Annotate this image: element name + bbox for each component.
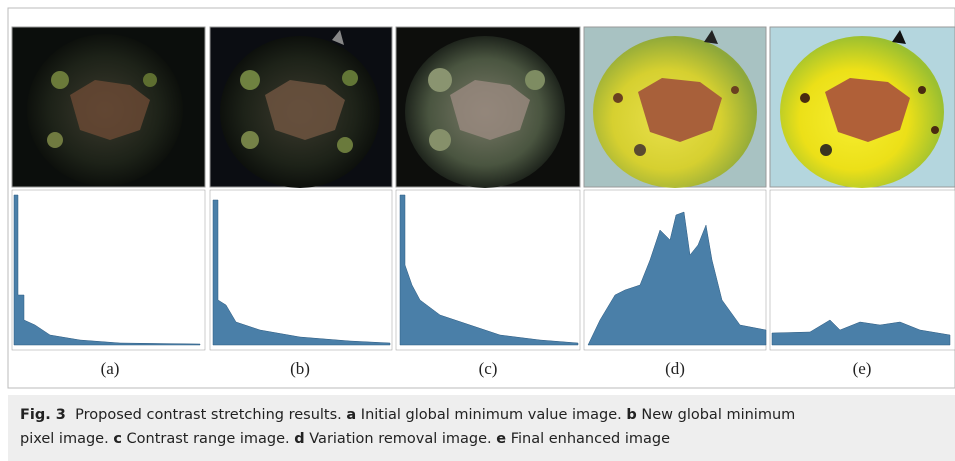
panel-label: (b) [290, 359, 310, 378]
caption-letter: d [294, 431, 304, 447]
image-a [12, 27, 205, 187]
caption-item: Final enhanced image [511, 431, 670, 447]
caption-letter: c [113, 431, 122, 447]
caption-letter: e [496, 431, 506, 447]
panel-label: (e) [853, 359, 872, 378]
image-c [396, 27, 580, 188]
caption-letter: b [626, 407, 636, 423]
figure: (a) (b) (c) (d) (e) Fig. 3 Proposed cont… [0, 0, 955, 461]
caption: Fig. 3 Proposed contrast stretching resu… [8, 395, 955, 461]
caption-letter: a [346, 407, 356, 423]
caption-label: Fig. 3 [20, 407, 66, 423]
image-b [210, 27, 392, 188]
image-e [770, 27, 955, 188]
image-d [584, 27, 766, 188]
caption-item: Variation removal image. [309, 431, 491, 447]
caption-text: Proposed contrast stretching results. [75, 407, 342, 423]
panel-label: (a) [101, 359, 120, 378]
caption-item: Initial global minimum value image. [361, 407, 622, 423]
panel-label: (c) [479, 359, 498, 378]
panel-label: (d) [665, 359, 685, 378]
figure-panels: (a) (b) (c) (d) (e) [0, 0, 955, 395]
caption-item: Contrast range image. [127, 431, 290, 447]
